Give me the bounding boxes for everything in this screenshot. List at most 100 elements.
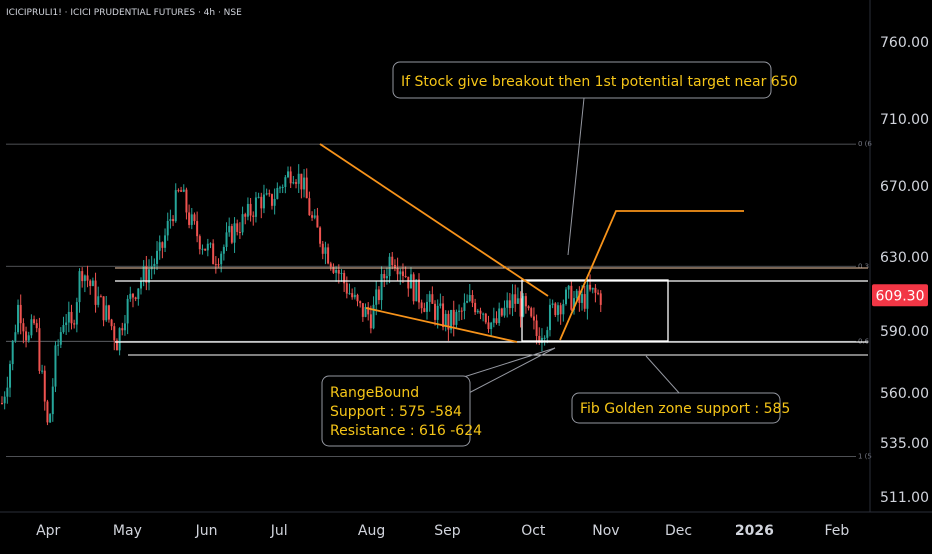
candle-body	[426, 301, 429, 312]
candle-body	[377, 289, 380, 301]
candle-body	[177, 190, 180, 192]
candle-body	[38, 328, 41, 371]
candle-body	[396, 268, 399, 275]
candle-body	[126, 298, 129, 324]
time-axis[interactable]: Apr May Jun Jul Aug Sep Oct Nov Dec 2026 Feb	[36, 523, 849, 539]
candle-body	[567, 285, 570, 290]
candle-body	[153, 263, 156, 267]
candle-body	[105, 305, 108, 321]
candle-body	[575, 290, 578, 299]
candle-body	[548, 304, 551, 331]
candle-body	[27, 335, 30, 341]
candle-body	[166, 220, 169, 236]
candle-body	[583, 294, 586, 309]
candle-body	[137, 288, 140, 300]
candle-body	[94, 280, 97, 305]
candle-body	[233, 223, 236, 243]
candle-body	[142, 265, 145, 282]
lower-trendline	[365, 307, 518, 343]
breakout-note: If Stock give breakout then 1st potentia…	[392, 61, 798, 99]
fib-level-label: 0.6	[858, 337, 870, 345]
drawings	[115, 97, 868, 396]
candle-body	[570, 285, 573, 310]
candle-body	[281, 186, 284, 188]
candle-body	[254, 197, 257, 217]
price-tick-label: 535.00	[880, 436, 929, 452]
candle-body	[303, 177, 306, 190]
fib-level-label: 1 (5	[858, 453, 872, 461]
candle-body	[434, 303, 437, 320]
candle-body	[401, 271, 404, 276]
symbol-header: ICICIPRULI1! · ICICI PRUDENTIAL FUTURES …	[6, 8, 242, 18]
candle-body	[490, 322, 493, 330]
candle-body	[482, 313, 485, 315]
candle-body	[367, 306, 370, 315]
candle-body	[134, 297, 137, 300]
candle-body	[273, 198, 276, 206]
candle-body	[332, 267, 335, 273]
candle-body	[597, 292, 600, 294]
candle-body	[559, 305, 562, 315]
candle-body	[460, 310, 463, 312]
candle-body	[581, 294, 584, 303]
upper-trendline	[319, 143, 549, 297]
candle-body	[447, 313, 450, 330]
candle-body	[174, 190, 177, 222]
price-axis[interactable]: 760.00 710.00 670.00 630.00 590.00 560.00 535.…	[880, 35, 929, 506]
fib-note: Fib Golden zone support : 585	[571, 392, 790, 424]
candle-body	[158, 242, 161, 251]
fib-note-pointer	[645, 355, 681, 395]
candle-body	[554, 303, 557, 316]
candle-body	[428, 294, 431, 302]
candle-body	[110, 319, 113, 327]
candle-body	[89, 280, 92, 286]
time-tick-label: Aug	[358, 523, 385, 539]
candle-body	[353, 294, 356, 298]
candle-body	[222, 246, 225, 254]
range-note-box	[321, 375, 471, 447]
candle-body	[289, 171, 292, 184]
candle-body	[343, 273, 346, 284]
candle-body	[73, 323, 76, 325]
time-tick-label: Dec	[665, 523, 692, 539]
candle-body	[599, 293, 602, 305]
candle-body	[75, 302, 78, 325]
candle-body	[439, 303, 442, 306]
candle-body	[129, 293, 132, 299]
candle-body	[198, 236, 201, 250]
candle-body	[474, 302, 477, 313]
candle-body	[201, 248, 204, 250]
candle-body	[49, 414, 52, 423]
target-projection	[559, 210, 744, 341]
candle-body	[206, 243, 209, 251]
candle-body	[498, 308, 501, 324]
candle-body	[262, 194, 265, 209]
candle-body	[359, 301, 362, 304]
candle-body	[182, 189, 185, 192]
candle-body	[388, 256, 391, 277]
price-tick-label: 710.00	[880, 112, 929, 128]
breakout-note-pointer	[567, 97, 585, 256]
price-tick-label: 670.00	[880, 179, 929, 195]
candle-body	[444, 313, 447, 328]
candle-body	[503, 307, 506, 316]
candle-body	[316, 215, 319, 228]
candle-body	[356, 294, 359, 302]
fib-level-label: 0.3	[858, 262, 869, 270]
candle-body	[565, 289, 568, 305]
range-box	[521, 279, 669, 342]
candle-body	[65, 322, 68, 326]
candle-body	[46, 401, 49, 423]
candle-body	[369, 314, 372, 329]
price-tick-label: 560.00	[880, 386, 929, 402]
candle-body	[284, 177, 287, 187]
candle-body	[164, 235, 167, 248]
candle-body	[321, 243, 324, 254]
candle-body	[270, 194, 273, 206]
candle-body	[190, 214, 193, 225]
price-tick-label: 590.00	[880, 324, 929, 340]
candle-body	[442, 303, 445, 328]
candle-body	[383, 274, 386, 279]
candle-body	[102, 296, 105, 321]
candle-body	[33, 319, 36, 324]
